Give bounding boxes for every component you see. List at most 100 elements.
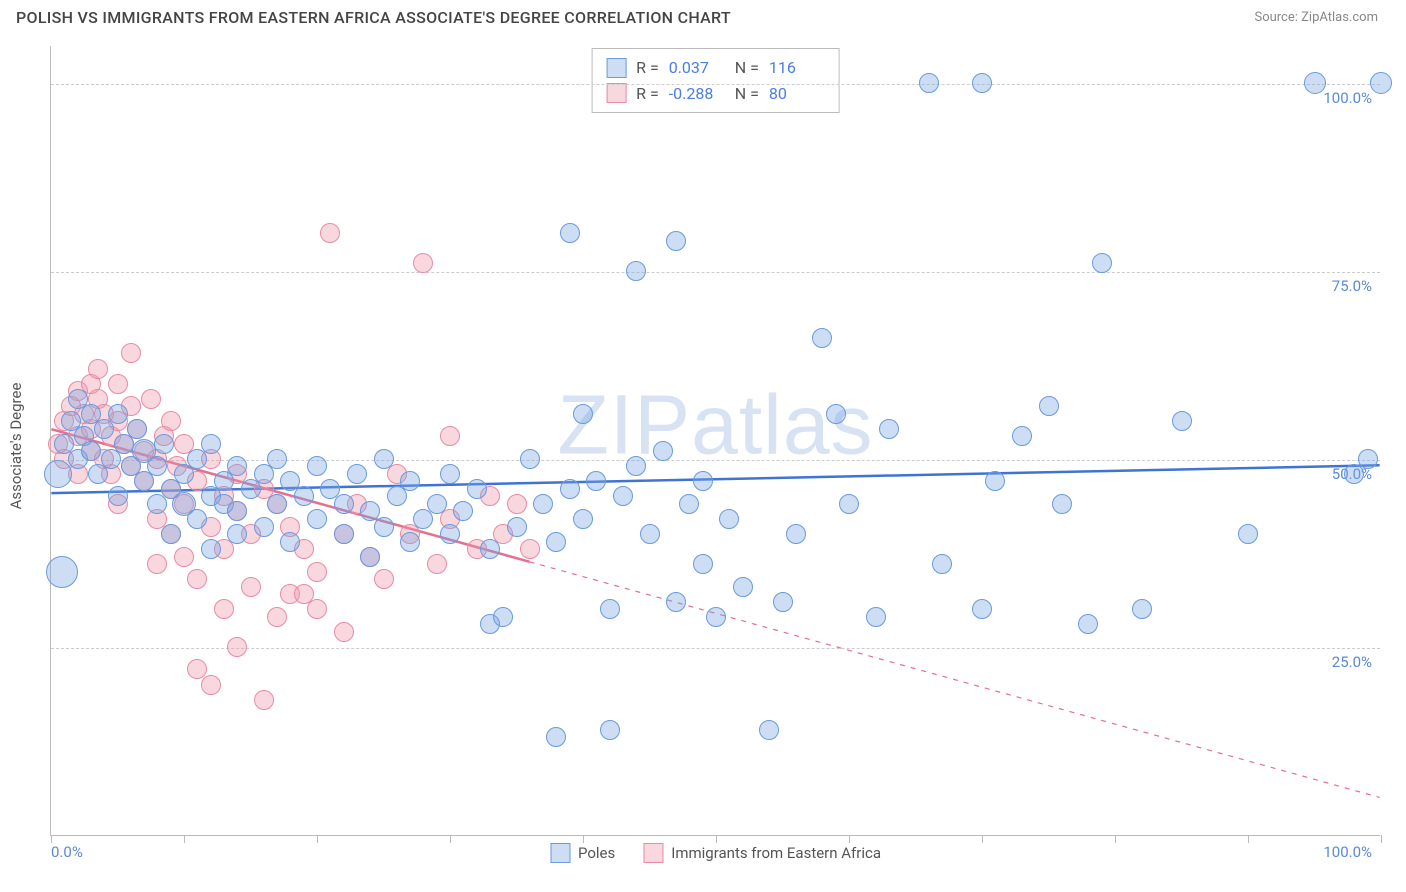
legend-item: Poles — [550, 843, 615, 863]
data-point — [44, 460, 72, 488]
data-point — [280, 532, 300, 552]
data-point — [812, 328, 832, 348]
stats-row: R =0.037N =116 — [606, 55, 825, 81]
series-legend: Poles Immigrants from Eastern Africa — [550, 843, 881, 863]
data-point — [307, 509, 327, 529]
data-point — [413, 253, 433, 273]
data-point — [480, 539, 500, 559]
data-point — [467, 479, 487, 499]
data-point — [1370, 72, 1392, 94]
data-point — [307, 456, 327, 476]
data-point — [267, 449, 287, 469]
data-point — [374, 449, 394, 469]
data-point — [520, 449, 540, 469]
data-point — [866, 607, 886, 627]
data-point — [1132, 599, 1152, 619]
data-point — [227, 501, 247, 521]
data-point — [108, 374, 128, 394]
data-point — [201, 675, 221, 695]
data-point — [254, 690, 274, 710]
data-point — [919, 73, 939, 93]
data-point — [81, 441, 101, 461]
r-label: R = — [636, 55, 659, 81]
data-point — [839, 494, 859, 514]
x-tick — [849, 835, 850, 843]
data-point — [147, 456, 167, 476]
data-point — [653, 441, 673, 461]
data-point — [294, 486, 314, 506]
data-point — [374, 569, 394, 589]
n-value: 116 — [769, 55, 825, 81]
data-point — [985, 471, 1005, 491]
legend-swatch — [606, 83, 626, 103]
data-point — [1039, 396, 1059, 416]
data-point — [347, 464, 367, 484]
data-point — [108, 404, 128, 424]
data-point — [493, 607, 513, 627]
data-point — [719, 509, 739, 529]
data-point — [241, 577, 261, 597]
data-point — [1304, 72, 1326, 94]
legend-label: Immigrants from Eastern Africa — [671, 844, 881, 862]
data-point — [693, 471, 713, 491]
data-point — [533, 494, 553, 514]
data-point — [161, 524, 181, 544]
data-point — [161, 411, 181, 431]
data-point — [400, 532, 420, 552]
data-point — [706, 607, 726, 627]
data-point — [932, 554, 952, 574]
data-point — [786, 524, 806, 544]
data-point — [440, 464, 460, 484]
data-point — [227, 524, 247, 544]
scatter-chart: ZIPatlas R =0.037N =116R =-0.288N =80 0.… — [50, 46, 1380, 836]
data-point — [733, 577, 753, 597]
y-tick-label: 75.0% — [1332, 277, 1372, 295]
data-point — [626, 261, 646, 281]
data-point — [374, 517, 394, 537]
data-point — [546, 532, 566, 552]
x-axis-min-label: 0.0% — [51, 843, 83, 861]
data-point — [154, 434, 174, 454]
legend-label: Poles — [578, 844, 615, 862]
data-point — [666, 592, 686, 612]
data-point — [201, 434, 221, 454]
x-tick — [184, 835, 185, 843]
data-point — [227, 456, 247, 476]
data-point — [453, 501, 473, 521]
r-value: 0.037 — [669, 55, 725, 81]
data-point — [666, 231, 686, 251]
legend-swatch — [550, 843, 570, 863]
x-tick — [1381, 835, 1382, 843]
data-point — [127, 419, 147, 439]
data-point — [600, 720, 620, 740]
data-point — [507, 517, 527, 537]
data-point — [1092, 253, 1112, 273]
data-point — [46, 556, 78, 588]
data-point — [427, 494, 447, 514]
data-point — [640, 524, 660, 544]
y-tick-label: 25.0% — [1332, 653, 1372, 671]
data-point — [1238, 524, 1258, 544]
data-point — [227, 637, 247, 657]
data-point — [267, 494, 287, 514]
x-tick — [982, 835, 983, 843]
x-tick — [317, 835, 318, 843]
data-point — [613, 486, 633, 506]
y-tick-label: 100.0% — [1323, 89, 1372, 107]
x-tick — [450, 835, 451, 843]
x-tick — [583, 835, 584, 843]
data-point — [147, 554, 167, 574]
data-point — [560, 223, 580, 243]
legend-swatch — [643, 843, 663, 863]
data-point — [254, 517, 274, 537]
data-point — [626, 456, 646, 476]
trend-lines — [51, 46, 1380, 835]
gridline — [51, 84, 1380, 85]
data-point — [1012, 426, 1032, 446]
data-point — [1358, 449, 1378, 469]
data-point — [108, 486, 128, 506]
chart-title: POLISH VS IMMIGRANTS FROM EASTERN AFRICA… — [16, 8, 731, 27]
data-point — [320, 223, 340, 243]
data-point — [187, 569, 207, 589]
data-point — [693, 554, 713, 574]
